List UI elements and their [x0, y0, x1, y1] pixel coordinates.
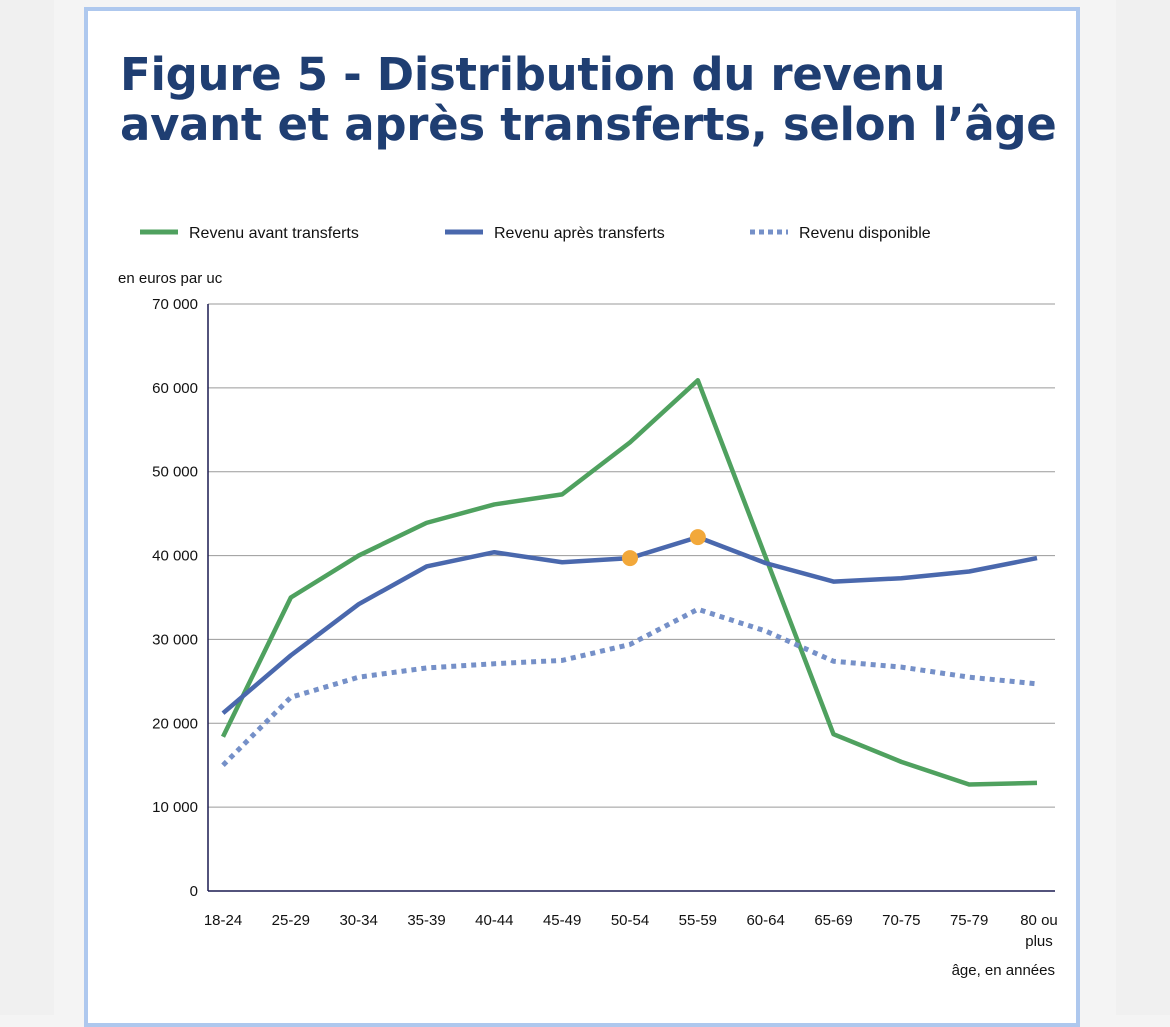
highlight-point — [689, 529, 706, 546]
legend-label-1: Revenu après transferts — [494, 225, 665, 242]
legend-label-2: Revenu disponible — [799, 225, 931, 242]
figure-title: Figure 5 - Distribution du revenu avant … — [120, 48, 1057, 151]
x-tick-label: 70-75 — [882, 912, 920, 929]
y-tick-label: 30 000 — [152, 631, 198, 648]
y-tick-label: 0 — [190, 883, 198, 900]
figure-card — [84, 7, 1080, 1027]
x-tick-label: 75-79 — [950, 912, 988, 929]
page-margin-right — [1116, 0, 1170, 1015]
x-tick-label: 45-49 — [543, 912, 581, 929]
y-tick-label: 50 000 — [152, 464, 198, 481]
legend-label-0: Revenu avant transferts — [189, 225, 359, 242]
y-tick-label: 60 000 — [152, 380, 198, 397]
x-tick-label: 30-34 — [339, 912, 377, 929]
x-tick-label: 40-44 — [475, 912, 513, 929]
x-tick-label: 35-39 — [407, 912, 445, 929]
y-tick-label: 40 000 — [152, 548, 198, 565]
x-tick-label: 50-54 — [611, 912, 649, 929]
x-axis-label: âge, en années — [952, 962, 1055, 979]
highlight-point — [622, 550, 638, 567]
x-tick-label: 80 ou plus — [1020, 912, 1058, 950]
y-tick-label: 70 000 — [152, 296, 198, 313]
series-line-0 — [220, 378, 1038, 787]
x-tick-label: 60-64 — [746, 912, 784, 929]
y-tick-label: 20 000 — [152, 715, 198, 732]
x-tick-label: 18-24 — [204, 912, 242, 929]
y-tick-label: 10 000 — [152, 799, 198, 816]
x-tick-label: 65-69 — [814, 912, 852, 929]
x-tick-label: 25-29 — [272, 912, 310, 929]
x-tick-label: 55-59 — [679, 912, 717, 929]
series-line-2 — [221, 606, 1038, 767]
page-margin-left — [0, 0, 54, 1015]
y-axis-label: en euros par uc — [118, 270, 223, 287]
